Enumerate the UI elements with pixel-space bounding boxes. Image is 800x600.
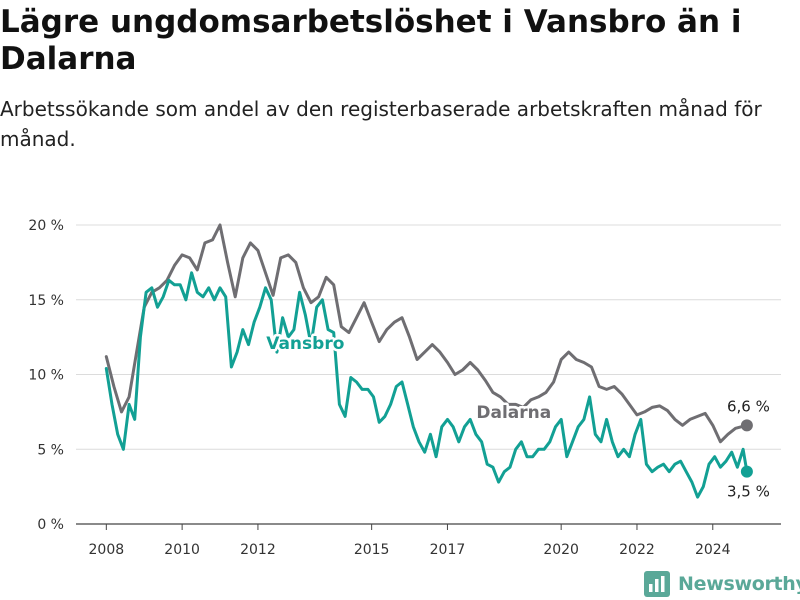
bar-chart-logo-icon (644, 571, 670, 597)
series-lines (104, 223, 753, 499)
y-axis: 0 % 5 % 10 % 15 % 20 % (28, 218, 64, 533)
y-tick-label: 15 % (28, 293, 64, 309)
y-tick-label: 5 % (37, 442, 64, 458)
x-tick-label: 2024 (695, 542, 731, 558)
chart-title: Lägre ungdomsarbetslöshet i Vansbro än i… (0, 4, 742, 77)
end-value-label-vansbro: 3,5 % (727, 483, 770, 501)
x-tick-label: 2015 (354, 542, 390, 558)
brand-logo: Newsworthy (644, 570, 800, 598)
series-labels: 6,6 % 3,5 % Dalarna Vansbro (264, 332, 770, 501)
brand-name: Newsworthy (678, 573, 800, 595)
x-tick-label: 2017 (430, 542, 466, 558)
series-label-dalarna: Dalarna (476, 403, 551, 423)
x-tick-label: 2020 (543, 542, 579, 558)
x-axis: 2008 2010 2012 2015 2017 2020 2022 2024 (89, 524, 731, 558)
end-point-dalarna (740, 419, 753, 432)
end-point-vansbro (740, 465, 753, 478)
x-tick-label: 2010 (164, 542, 200, 558)
series-line-dalarna (104, 223, 749, 444)
y-tick-label: 10 % (28, 368, 64, 384)
series-line-vansbro (104, 271, 749, 499)
y-tick-label: 20 % (28, 218, 64, 234)
x-tick-label: 2008 (89, 542, 125, 558)
x-tick-label: 2012 (240, 542, 276, 558)
y-tick-label: 0 % (37, 517, 64, 533)
chart-subtitle: Arbetssökande som andel av den registerb… (0, 97, 762, 151)
x-tick-label: 2022 (619, 542, 655, 558)
end-value-label-dalarna: 6,6 % (727, 397, 770, 415)
series-label-vansbro: Vansbro (266, 334, 344, 354)
grid (76, 224, 781, 525)
